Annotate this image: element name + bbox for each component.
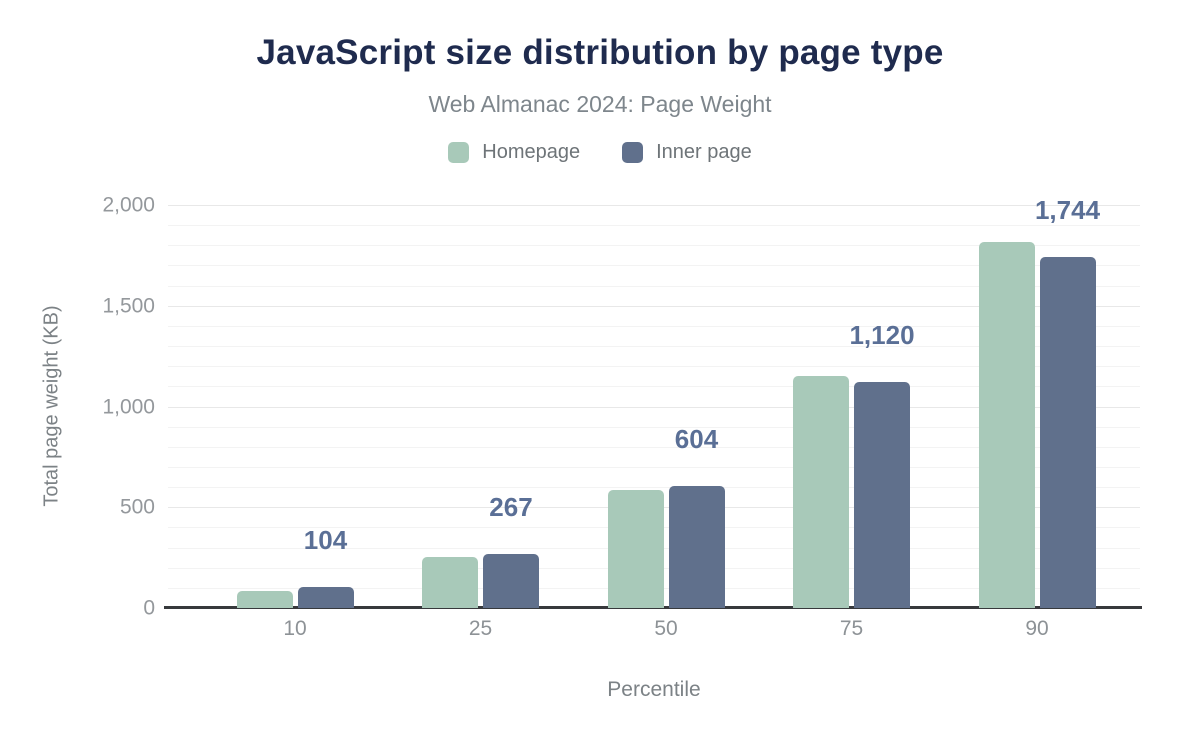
x-tick-label-p25: 25 (468, 617, 493, 640)
y-tick-label: 500 (119, 495, 155, 519)
x-tick-label-p10: 10 (283, 617, 307, 640)
bar-inner-page-p10[interactable] (297, 587, 354, 608)
bar-value-label-p25: 267 (489, 492, 533, 523)
legend: Homepage Inner page (0, 141, 1200, 164)
major-gridline (168, 406, 1140, 408)
x-axis-tick-labels: 10 25 50 75 90 (168, 618, 1140, 642)
bar-value-label-p50: 604 (674, 424, 719, 455)
y-tick-label: 0 (143, 596, 155, 620)
minor-gridline (168, 225, 1140, 227)
bar-homepage-p90[interactable] (978, 242, 1035, 608)
bar-inner-page-p90[interactable] (1039, 256, 1096, 608)
x-tick-label-p90: 90 (1025, 617, 1049, 640)
minor-gridline (168, 366, 1140, 368)
bar-homepage-p50[interactable] (607, 490, 664, 608)
bar-value-label-p90: 1,744 (1034, 194, 1101, 225)
bar-value-label-p75: 1,120 (849, 320, 915, 351)
chart-title: JavaScript size distribution by page typ… (256, 33, 944, 72)
bar-inner-page-p50[interactable] (668, 486, 725, 608)
chart-subtitle: Web Almanac 2024: Page Weight (428, 91, 772, 117)
bar-homepage-p75[interactable] (793, 376, 849, 608)
y-tick-label: 2,000 (102, 193, 155, 217)
legend-item-inner-page[interactable]: Inner page (622, 141, 752, 164)
minor-gridline (168, 245, 1140, 247)
minor-gridline (168, 325, 1140, 327)
y-axis-tick-labels: 0 500 1,000 1,500 2,000 (0, 195, 155, 619)
x-tick-label-p50: 50 (654, 617, 678, 640)
minor-gridline (168, 386, 1140, 388)
legend-item-homepage[interactable]: Homepage (448, 141, 580, 164)
bar-inner-page-p25[interactable] (483, 554, 539, 608)
legend-swatch-icon (448, 142, 470, 163)
bar-inner-page-p75[interactable] (854, 382, 910, 608)
x-axis-title: Percentile (607, 678, 701, 701)
y-tick-label: 1,000 (102, 395, 155, 418)
legend-swatch-icon (622, 142, 644, 163)
y-tick-label: 1,500 (102, 294, 155, 318)
legend-label: Inner page (656, 141, 752, 163)
bar-homepage-p25[interactable] (422, 557, 478, 608)
plot-area: 104 267 604 1,120 1,744 (164, 197, 1142, 609)
minor-gridline (168, 446, 1140, 448)
minor-gridline (168, 487, 1140, 489)
minor-gridline (168, 265, 1140, 267)
minor-gridline (168, 346, 1140, 348)
major-gridline (168, 205, 1140, 206)
major-gridline (168, 305, 1140, 307)
minor-gridline (168, 466, 1140, 468)
minor-gridline (168, 285, 1140, 287)
minor-gridline (168, 426, 1140, 428)
x-tick-label-p75: 75 (839, 617, 864, 640)
bar-value-label-p10: 104 (303, 525, 348, 556)
bar-homepage-p10[interactable] (236, 591, 293, 608)
legend-label: Homepage (482, 141, 581, 163)
